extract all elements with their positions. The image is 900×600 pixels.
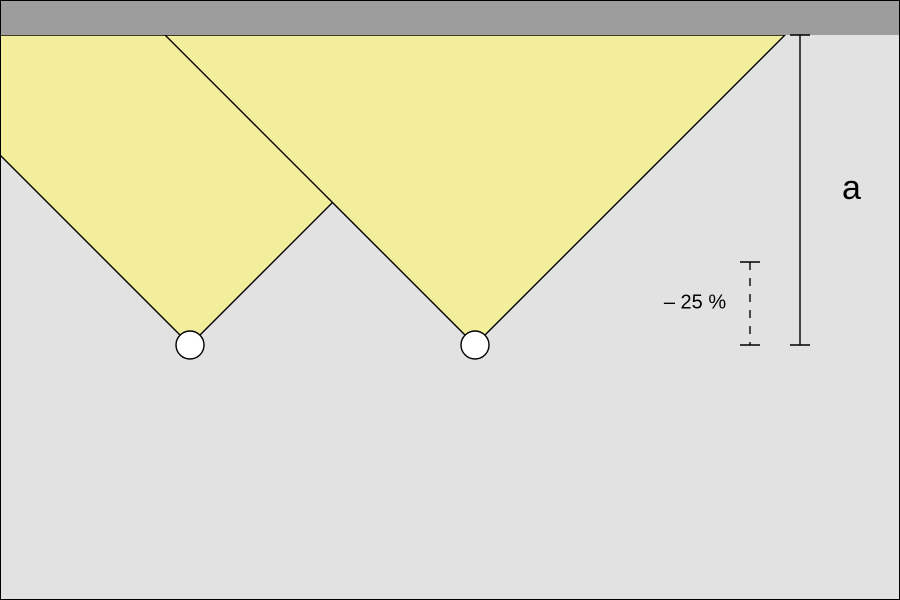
luminaire-2 bbox=[461, 331, 489, 359]
ceiling-bar bbox=[0, 0, 900, 35]
luminaire-1 bbox=[176, 331, 204, 359]
tolerance-label: – 25 % bbox=[664, 291, 726, 313]
dimension-a-label: a bbox=[842, 169, 861, 207]
